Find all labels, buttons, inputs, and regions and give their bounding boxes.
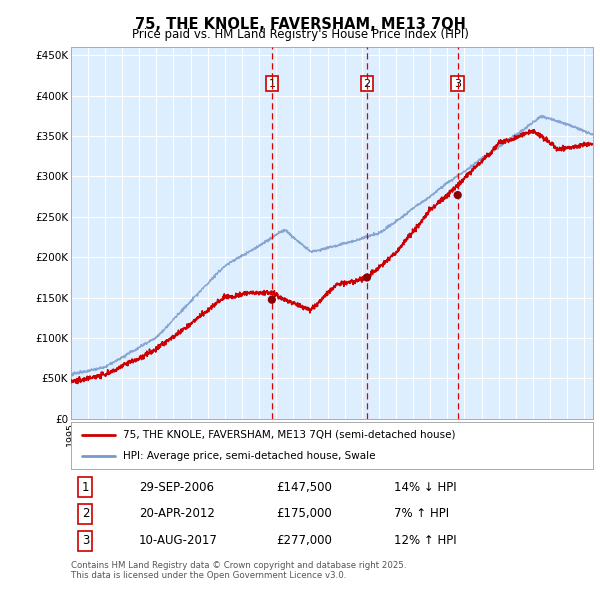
Text: 3: 3 — [454, 78, 461, 88]
Text: HPI: Average price, semi-detached house, Swale: HPI: Average price, semi-detached house,… — [123, 451, 376, 461]
Text: £147,500: £147,500 — [276, 481, 332, 494]
Point — [362, 273, 372, 282]
Text: 10-AUG-2017: 10-AUG-2017 — [139, 534, 218, 547]
Point — [267, 295, 277, 304]
Text: 1: 1 — [268, 78, 275, 88]
Text: £175,000: £175,000 — [276, 507, 332, 520]
Text: 29-SEP-2006: 29-SEP-2006 — [139, 481, 214, 494]
Text: 3: 3 — [82, 534, 89, 547]
Text: Price paid vs. HM Land Registry's House Price Index (HPI): Price paid vs. HM Land Registry's House … — [131, 28, 469, 41]
Text: 7% ↑ HPI: 7% ↑ HPI — [394, 507, 449, 520]
Text: 14% ↓ HPI: 14% ↓ HPI — [394, 481, 457, 494]
Text: 75, THE KNOLE, FAVERSHAM, ME13 7QH (semi-detached house): 75, THE KNOLE, FAVERSHAM, ME13 7QH (semi… — [123, 430, 455, 440]
Text: 12% ↑ HPI: 12% ↑ HPI — [394, 534, 457, 547]
Text: 20-APR-2012: 20-APR-2012 — [139, 507, 215, 520]
Text: 75, THE KNOLE, FAVERSHAM, ME13 7QH: 75, THE KNOLE, FAVERSHAM, ME13 7QH — [134, 17, 466, 31]
Text: 1: 1 — [82, 481, 89, 494]
Text: 2: 2 — [82, 507, 89, 520]
Text: 2: 2 — [364, 78, 371, 88]
Text: £277,000: £277,000 — [276, 534, 332, 547]
Text: Contains HM Land Registry data © Crown copyright and database right 2025.
This d: Contains HM Land Registry data © Crown c… — [71, 560, 406, 580]
Point — [453, 191, 463, 200]
